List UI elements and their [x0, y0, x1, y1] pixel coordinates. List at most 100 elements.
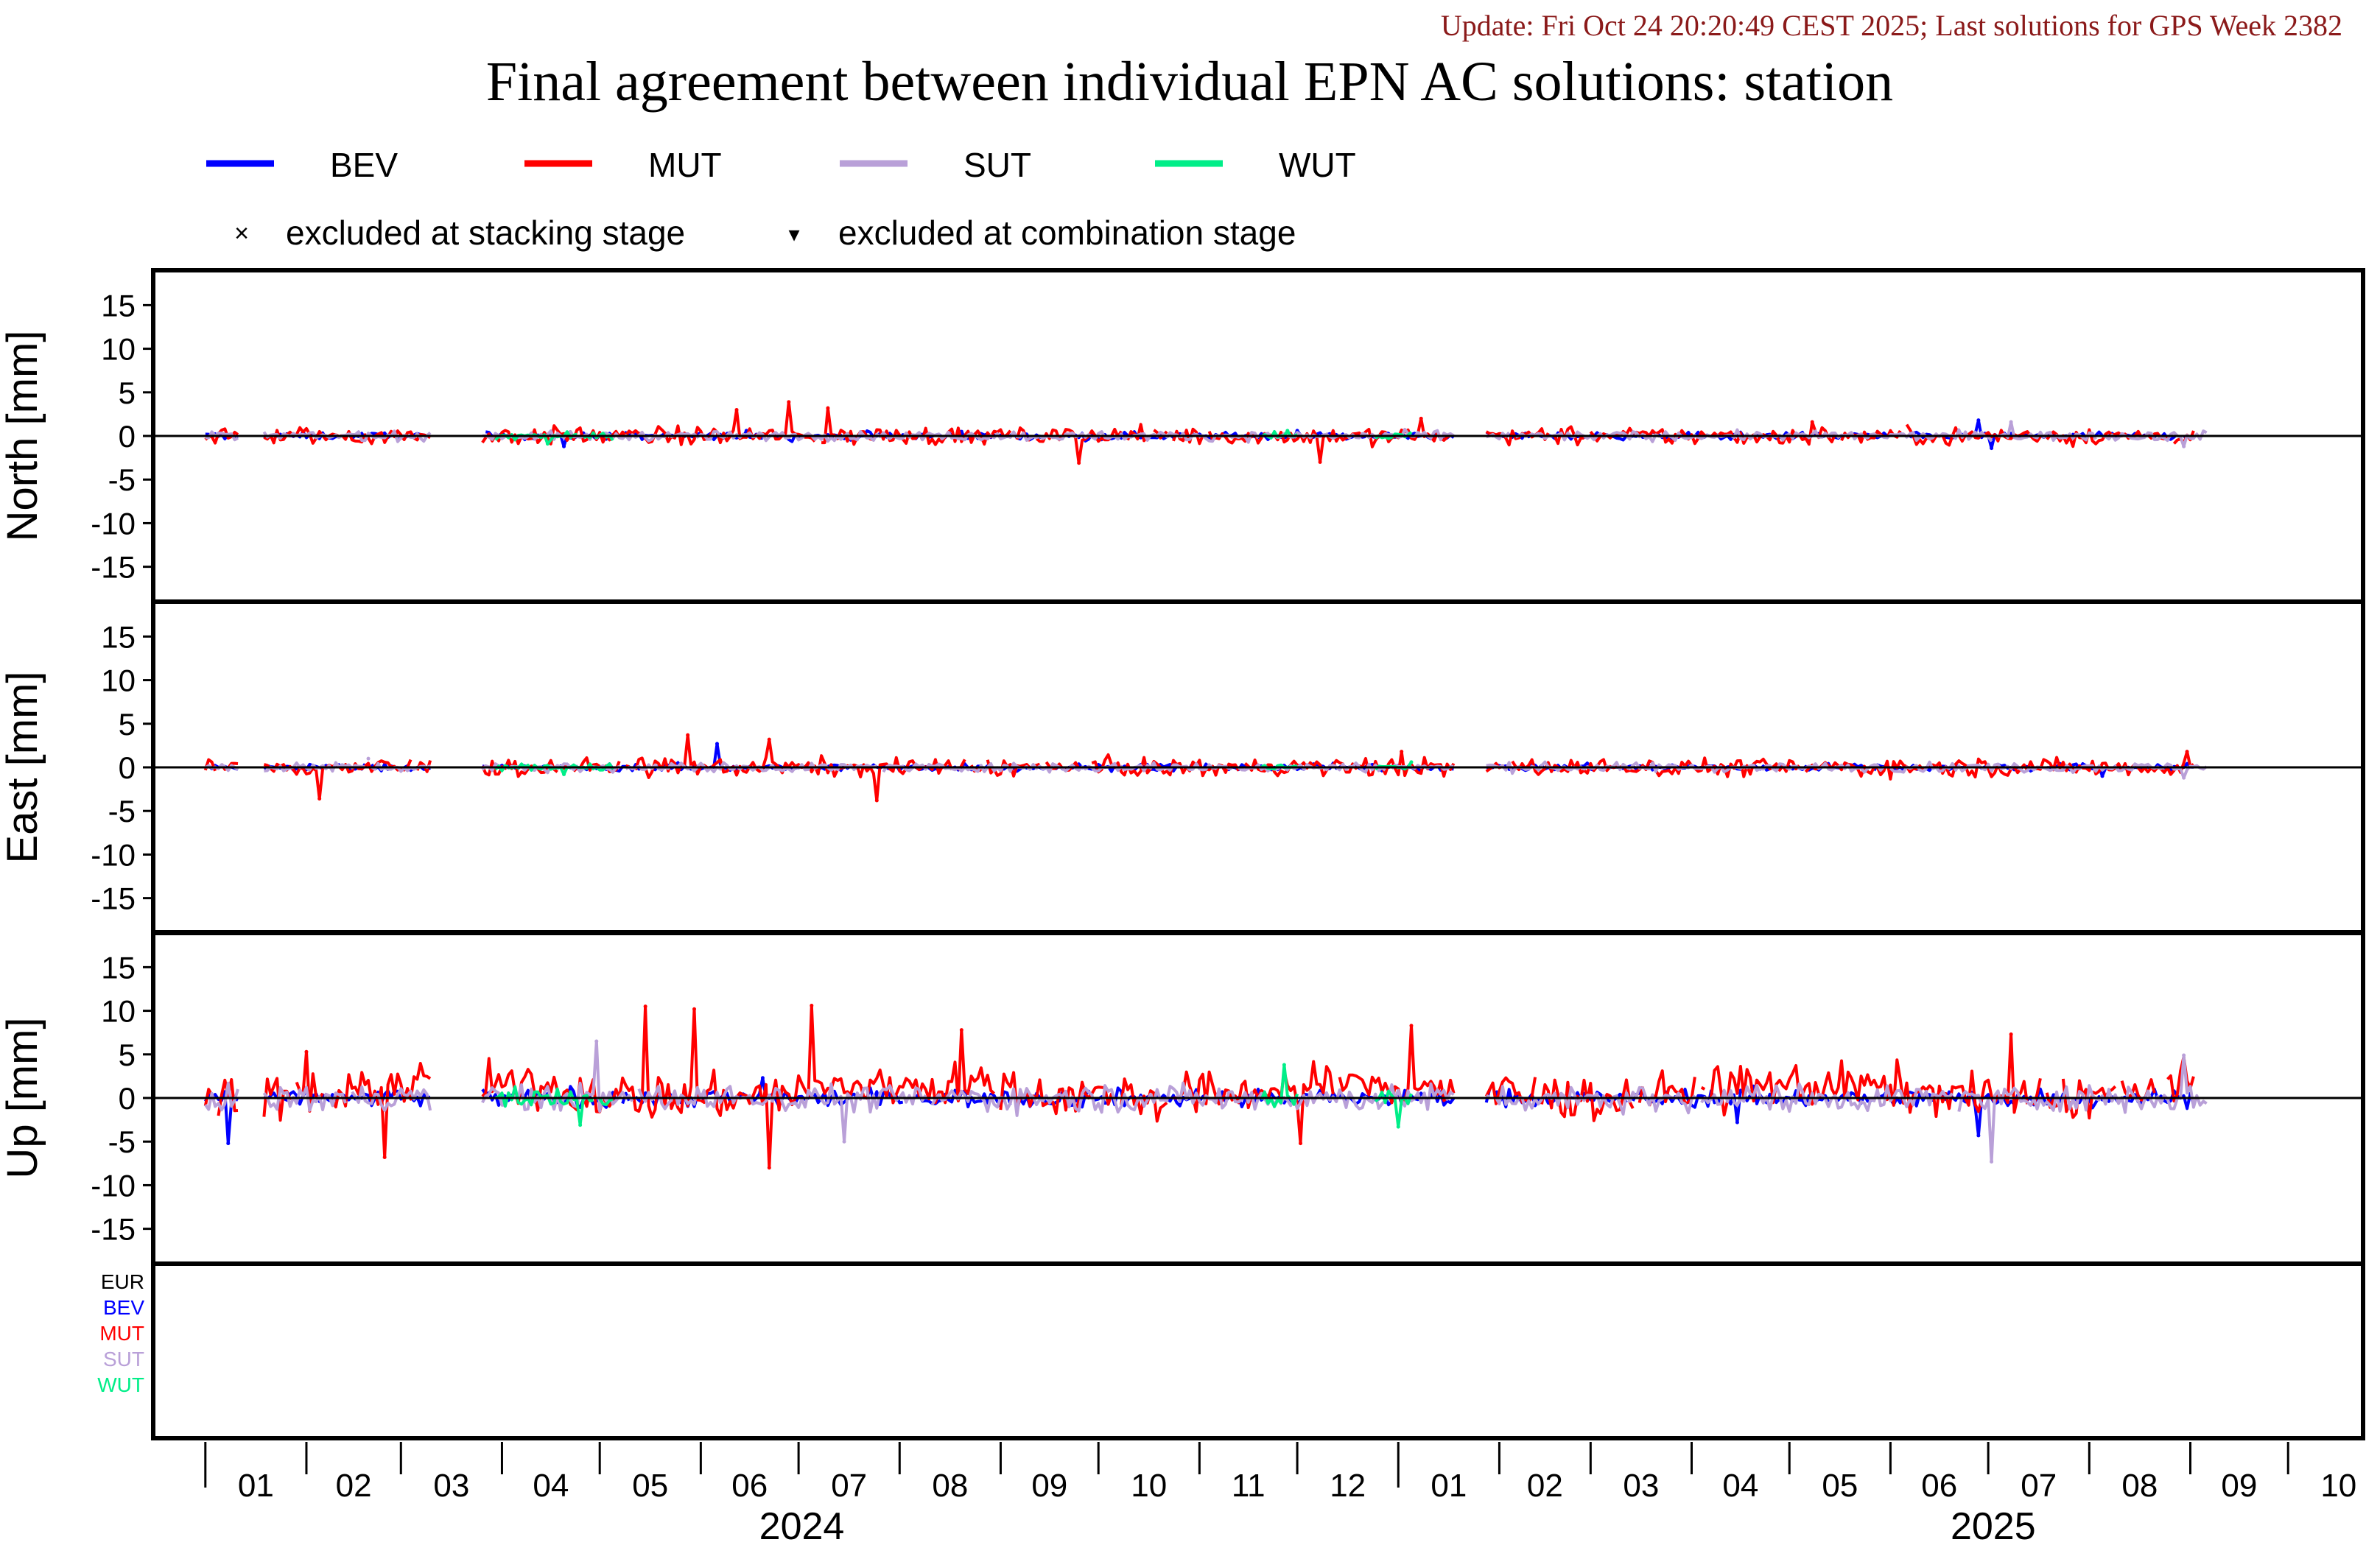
data-point-wut	[562, 772, 566, 776]
data-point-mut	[1299, 1141, 1303, 1146]
legend-label-mut: MUT	[648, 146, 722, 184]
data-point-mut	[2185, 750, 2189, 754]
series-wut-up	[494, 1063, 1413, 1129]
data-point-wut	[578, 1123, 583, 1127]
y-tick-label: 15	[101, 288, 136, 323]
y-tick-label: -5	[108, 1125, 136, 1159]
ac-label-bev: BEV	[103, 1296, 144, 1319]
data-point-mut	[686, 733, 690, 737]
data-point-mut	[692, 1007, 697, 1011]
data-point-mut	[1318, 460, 1322, 465]
y-tick-label: -10	[91, 506, 136, 541]
x-month-label: 03	[1623, 1468, 1659, 1504]
data-point-mut	[382, 1155, 387, 1160]
ac-panel-frame	[151, 1261, 2365, 1440]
x-year-label-2025: 2025	[1951, 1505, 2036, 1545]
y-axis-label-up: Up [mm]	[0, 1017, 46, 1178]
data-point-wut	[545, 442, 550, 446]
series-sut-up	[204, 1040, 2208, 1164]
data-point-mut	[1400, 750, 1404, 754]
data-point-mut	[304, 1049, 309, 1054]
y-axis-label-east: East [mm]	[0, 671, 46, 863]
combination-legend-label: excluded at combination stage	[838, 214, 1296, 252]
data-point-mut	[810, 1003, 814, 1007]
data-point-mut	[826, 406, 830, 410]
panel-east: East [mm] 15 10 5 0 -5 -10 -15	[0, 599, 2365, 935]
data-point-mut	[1810, 420, 1814, 424]
data-point-mut	[787, 400, 791, 404]
x-month-label: 07	[831, 1468, 867, 1504]
data-point-sut	[2009, 420, 2013, 424]
data-point-sut	[2182, 1053, 2186, 1057]
x-month-label: 10	[2320, 1468, 2356, 1504]
data-point-mut	[317, 797, 322, 801]
y-tick-label: -10	[91, 837, 136, 872]
data-point-mut	[1077, 461, 1081, 465]
x-month-label: 01	[238, 1468, 274, 1504]
update-text: Update: Fri Oct 24 20:20:49 CEST 2025; L…	[1441, 9, 2342, 42]
ac-label-eur: EUR	[101, 1270, 144, 1293]
y-tick-label: 15	[101, 619, 136, 654]
x-axis: 01 02 03 04 05 06 07 08 09 10 11 12 01 02 03 04 05 06 07 08…	[204, 1442, 2356, 1545]
x-month-label: 02	[1527, 1468, 1563, 1504]
data-point-sut	[594, 1039, 599, 1044]
legend: BEV MUT SUT WUT	[206, 146, 1356, 184]
data-point-sut	[1990, 1159, 1994, 1164]
y-tick-label: 10	[101, 994, 136, 1029]
stacking-legend-label: excluded at stacking stage	[286, 214, 685, 252]
data-point-mut	[2009, 1032, 2013, 1037]
x-month-label: 04	[533, 1468, 569, 1504]
y-tick-label: -15	[91, 881, 136, 916]
y-tick-label: 0	[119, 419, 136, 454]
data-point-mut	[959, 1028, 963, 1032]
data-point-mut	[643, 1004, 647, 1009]
x-month-label: 05	[1822, 1468, 1858, 1504]
y-axis-label-north: North [mm]	[0, 331, 46, 542]
ac-label-mut: MUT	[99, 1322, 144, 1345]
data-point-mut	[734, 407, 739, 412]
y-tick-label: -5	[108, 794, 136, 828]
data-point-bev	[1735, 1120, 1739, 1125]
x-month-label: 09	[1031, 1468, 1067, 1504]
data-point-wut	[1396, 1125, 1400, 1129]
y-tick-label: 0	[119, 750, 136, 785]
x-month-label: 12	[1330, 1468, 1366, 1504]
data-point-bev	[226, 1141, 231, 1146]
series-mut-north	[204, 400, 2195, 465]
data-point-bev	[1976, 1133, 1981, 1138]
legend-label-sut: SUT	[963, 146, 1031, 184]
y-tick-label: -15	[91, 550, 136, 585]
panel-up: Up [mm] 15 10 5 0 -5 -10 -15	[0, 930, 2365, 1266]
x-year-label-2024: 2024	[759, 1505, 845, 1545]
ac-list-panel: EUR BEV MUT SUT WUT	[97, 1261, 2365, 1440]
data-point-mut	[767, 1166, 771, 1170]
x-month-label: 08	[2121, 1468, 2158, 1504]
data-point-bev	[715, 742, 719, 746]
data-point-mut	[1419, 416, 1423, 420]
data-point-bev	[1976, 418, 1981, 423]
x-month-label: 06	[731, 1468, 768, 1504]
data-point-wut	[1282, 1063, 1286, 1067]
panels: North [mm] 15 10 5 0 -5 -10 -15 East [mm] 15 10 5 0 -…	[0, 268, 2365, 1266]
chart-title: Final agreement between individual EPN A…	[486, 51, 1893, 113]
data-point-bev	[1990, 446, 1994, 451]
data-point-wut	[1285, 429, 1290, 433]
legend-exclusion-markers: × excluded at stacking stage ▾ excluded …	[234, 214, 1296, 252]
y-tick-label: 0	[119, 1081, 136, 1116]
ac-label-sut: SUT	[103, 1348, 144, 1370]
x-month-label: 09	[2221, 1468, 2257, 1504]
x-month-label: 05	[632, 1468, 668, 1504]
y-tick-label: 5	[119, 376, 136, 410]
panel-north: North [mm] 15 10 5 0 -5 -10 -15	[0, 268, 2365, 604]
y-tick-label: 15	[101, 950, 136, 985]
legend-label-wut: WUT	[1279, 146, 1356, 184]
data-point-sut	[2182, 775, 2186, 780]
x-month-label: 03	[433, 1468, 469, 1504]
y-tick-label: 10	[101, 332, 136, 367]
y-tick-label: -15	[91, 1212, 136, 1247]
data-point-sut	[2182, 444, 2186, 448]
data-point-mut	[874, 798, 879, 803]
x-month-label: 10	[1131, 1468, 1167, 1504]
y-tick-label: 5	[119, 707, 136, 742]
